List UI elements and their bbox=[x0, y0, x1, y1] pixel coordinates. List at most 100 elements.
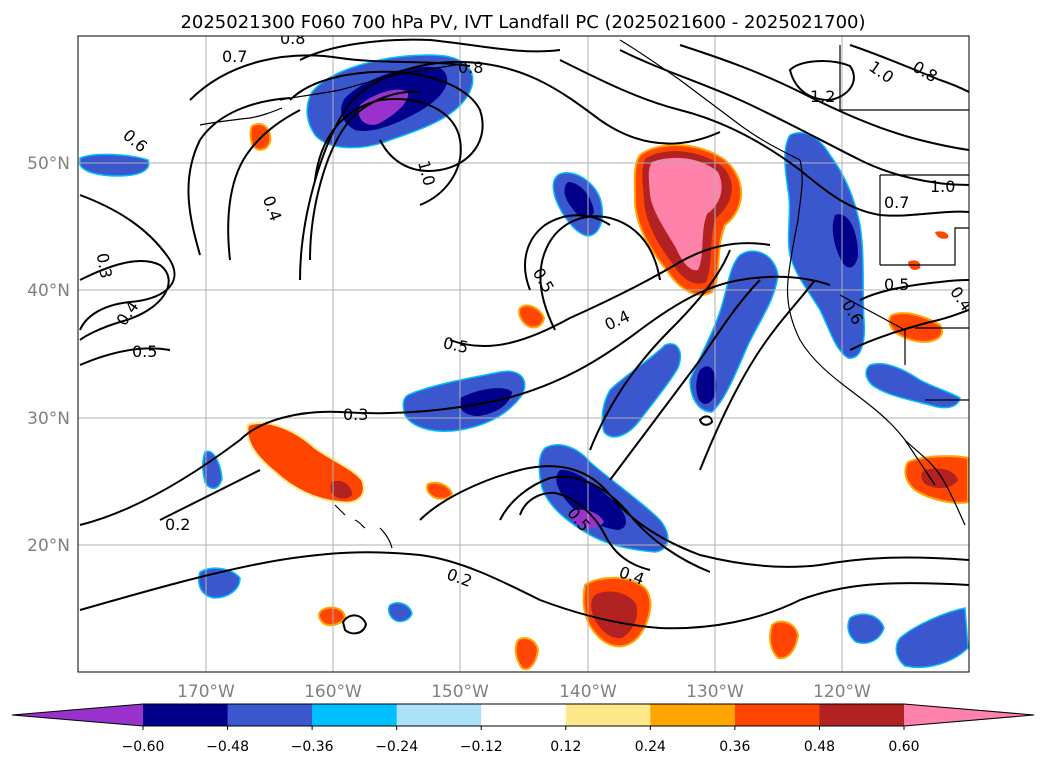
lon-label: 150°W bbox=[431, 682, 489, 702]
shading-layer bbox=[79, 54, 969, 670]
coastline bbox=[199, 107, 283, 126]
positive-region bbox=[318, 606, 347, 627]
contour-line bbox=[698, 415, 714, 426]
positive-region bbox=[935, 231, 949, 239]
colorbar-extend-max bbox=[904, 704, 1034, 726]
colorbar-segment bbox=[396, 704, 482, 726]
contour-line bbox=[788, 60, 855, 102]
contour-line bbox=[499, 475, 711, 573]
map-panel: 0.8 0.7 0.8 1.0 0.8 1.2 1.0 0.6 0.4 0.3 … bbox=[78, 29, 969, 672]
coastline bbox=[279, 63, 461, 101]
colorbar-segment bbox=[481, 704, 567, 726]
lon-label: 170°W bbox=[177, 682, 235, 702]
colorbar-tick-label: −0.12 bbox=[460, 739, 503, 755]
contour-line bbox=[79, 275, 831, 526]
positive-region bbox=[648, 157, 722, 271]
lon-label: 140°W bbox=[559, 682, 617, 702]
contour-line bbox=[79, 347, 171, 366]
negative-region bbox=[556, 469, 626, 530]
positive-region bbox=[921, 468, 958, 489]
negative-region bbox=[832, 214, 858, 268]
map-title: 2025021300 F060 700 hPa PV, IVT Landfall… bbox=[180, 12, 865, 33]
coastline bbox=[334, 504, 346, 516]
colorbar-tick-label: 0.36 bbox=[719, 739, 750, 755]
contour-label: 1.2 bbox=[810, 87, 835, 106]
negative-region bbox=[79, 153, 150, 177]
contour-line bbox=[159, 469, 261, 521]
colorbar: −0.60 −0.48 −0.36 −0.24 −0.12 0.12 0.24 0.36 0.4… bbox=[11, 703, 1035, 755]
contour-line bbox=[341, 614, 368, 635]
positive-region bbox=[518, 304, 546, 329]
contour-label: 0.2 bbox=[165, 515, 190, 534]
negative-region bbox=[564, 182, 594, 219]
positive-region bbox=[769, 620, 800, 660]
contour-label: 1.0 bbox=[930, 177, 955, 196]
coastline bbox=[354, 519, 366, 529]
gridlines bbox=[78, 36, 969, 672]
negative-region bbox=[895, 607, 969, 669]
contour-line bbox=[559, 59, 969, 217]
colorbar-extend-min bbox=[12, 704, 143, 726]
contour-label: 0.7 bbox=[884, 193, 909, 212]
colorbar-segment bbox=[143, 704, 229, 726]
positive-region bbox=[591, 591, 638, 639]
contour-line bbox=[699, 279, 816, 471]
contour-label: 0.5 bbox=[884, 275, 909, 294]
colorbar-segments bbox=[11, 703, 1035, 727]
contour-line bbox=[679, 44, 969, 151]
coastline bbox=[880, 227, 969, 266]
contour-line bbox=[589, 249, 731, 451]
contour-label: 0.8 bbox=[458, 58, 483, 77]
coastlines bbox=[199, 39, 969, 549]
colorbar-tick-label: 0.24 bbox=[635, 739, 666, 755]
lon-label: 120°W bbox=[813, 682, 871, 702]
negative-region bbox=[696, 366, 717, 404]
contour-line bbox=[419, 465, 969, 568]
coastline bbox=[619, 39, 801, 161]
contour-label: 0.5 bbox=[441, 333, 470, 357]
colorbar-tick-label: −0.48 bbox=[206, 739, 249, 755]
longitude-labels: 170°W 160°W 150°W 140°W 130°W 120°W bbox=[177, 682, 871, 702]
contour-line bbox=[79, 259, 170, 341]
lat-label: 20°N bbox=[27, 536, 70, 556]
coastline bbox=[786, 159, 936, 486]
contour-line bbox=[289, 70, 484, 172]
negative-region bbox=[847, 613, 885, 644]
contour-line bbox=[299, 38, 561, 61]
contour-label: 0.7 bbox=[222, 47, 247, 66]
colorbar-segment bbox=[734, 704, 820, 726]
contour-line bbox=[519, 491, 651, 571]
latitude-labels: 50°N 40°N 30°N 20°N bbox=[27, 154, 70, 556]
colorbar-ticks: −0.60 −0.48 −0.36 −0.24 −0.12 0.12 0.24 0.36 0.4… bbox=[122, 726, 920, 755]
lat-label: 40°N bbox=[27, 281, 70, 301]
contour-line bbox=[227, 109, 301, 261]
colorbar-tick-label: −0.36 bbox=[291, 739, 334, 755]
contour-line bbox=[187, 97, 291, 256]
coastline bbox=[839, 294, 906, 365]
positive-region bbox=[330, 480, 352, 499]
contour-line bbox=[299, 60, 721, 281]
pv-contours bbox=[79, 38, 969, 635]
positive-region bbox=[426, 481, 454, 500]
contour-line bbox=[539, 215, 661, 331]
colorbar-segment bbox=[650, 704, 736, 726]
colorbar-tick-label: 0.60 bbox=[888, 739, 919, 755]
contour-label: 0.3 bbox=[93, 252, 116, 280]
map-frame bbox=[77, 35, 970, 673]
contour-line bbox=[859, 279, 969, 301]
contour-line bbox=[309, 90, 421, 261]
contour-line bbox=[79, 551, 969, 630]
negative-region bbox=[387, 602, 413, 623]
colorbar-tick-label: −0.24 bbox=[375, 739, 418, 755]
colorbar-segment bbox=[565, 704, 651, 726]
contour-label: 0.3 bbox=[343, 405, 368, 424]
colorbar-tick-label: 0.48 bbox=[804, 739, 835, 755]
contour-label: 0.8 bbox=[280, 29, 305, 48]
negative-region bbox=[865, 363, 961, 409]
contour-line bbox=[79, 194, 176, 331]
lon-label: 130°W bbox=[686, 682, 744, 702]
coastline bbox=[379, 527, 393, 549]
contour-label: 0.5 bbox=[132, 342, 157, 361]
lat-label: 50°N bbox=[27, 154, 70, 174]
